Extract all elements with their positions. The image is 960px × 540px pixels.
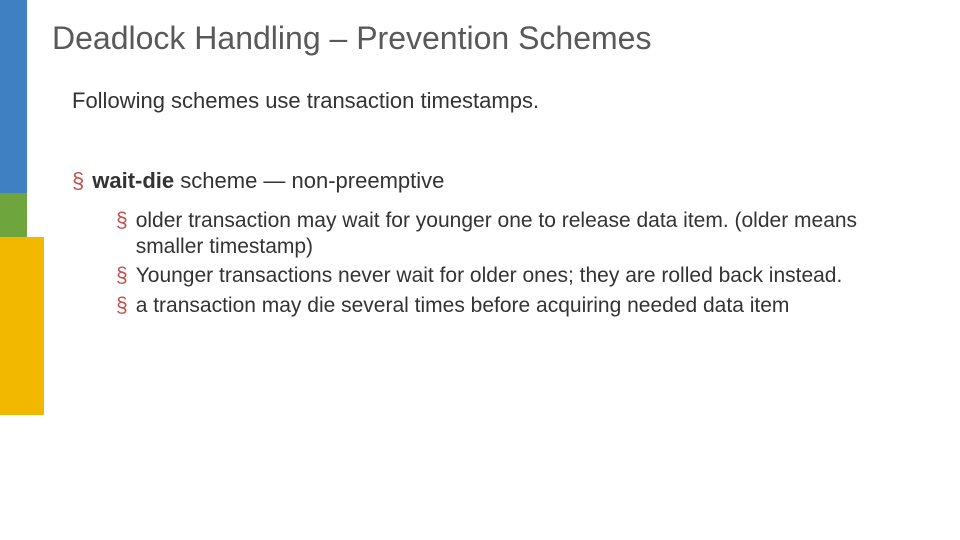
bullet-icon: § bbox=[116, 208, 128, 259]
intro-text: Following schemes use transaction timest… bbox=[72, 88, 539, 114]
slide: Deadlock Handling – Prevention Schemes F… bbox=[0, 0, 960, 540]
main-bold: wait-die bbox=[92, 168, 174, 193]
bullet-icon: § bbox=[116, 293, 128, 319]
sub-text: a transaction may die several times befo… bbox=[136, 293, 916, 319]
bullet-icon: § bbox=[116, 263, 128, 289]
decor-bar-yellow bbox=[0, 237, 44, 415]
sub-bullet-item: § Younger transactions never wait for ol… bbox=[116, 263, 916, 289]
main-rest: scheme — non-preemptive bbox=[174, 168, 444, 193]
sub-bullet-item: § a transaction may die several times be… bbox=[116, 293, 916, 319]
slide-title: Deadlock Handling – Prevention Schemes bbox=[52, 20, 651, 57]
bullet-icon: § bbox=[72, 168, 84, 194]
sub-bullet-item: § older transaction may wait for younger… bbox=[116, 208, 916, 259]
sub-text: Younger transactions never wait for olde… bbox=[136, 263, 916, 289]
main-bullet-item: § wait-die scheme — non-preemptive bbox=[72, 168, 444, 194]
sub-bullet-list: § older transaction may wait for younger… bbox=[116, 208, 916, 322]
sub-text: older transaction may wait for younger o… bbox=[136, 208, 916, 259]
decor-bar-green bbox=[0, 193, 27, 237]
